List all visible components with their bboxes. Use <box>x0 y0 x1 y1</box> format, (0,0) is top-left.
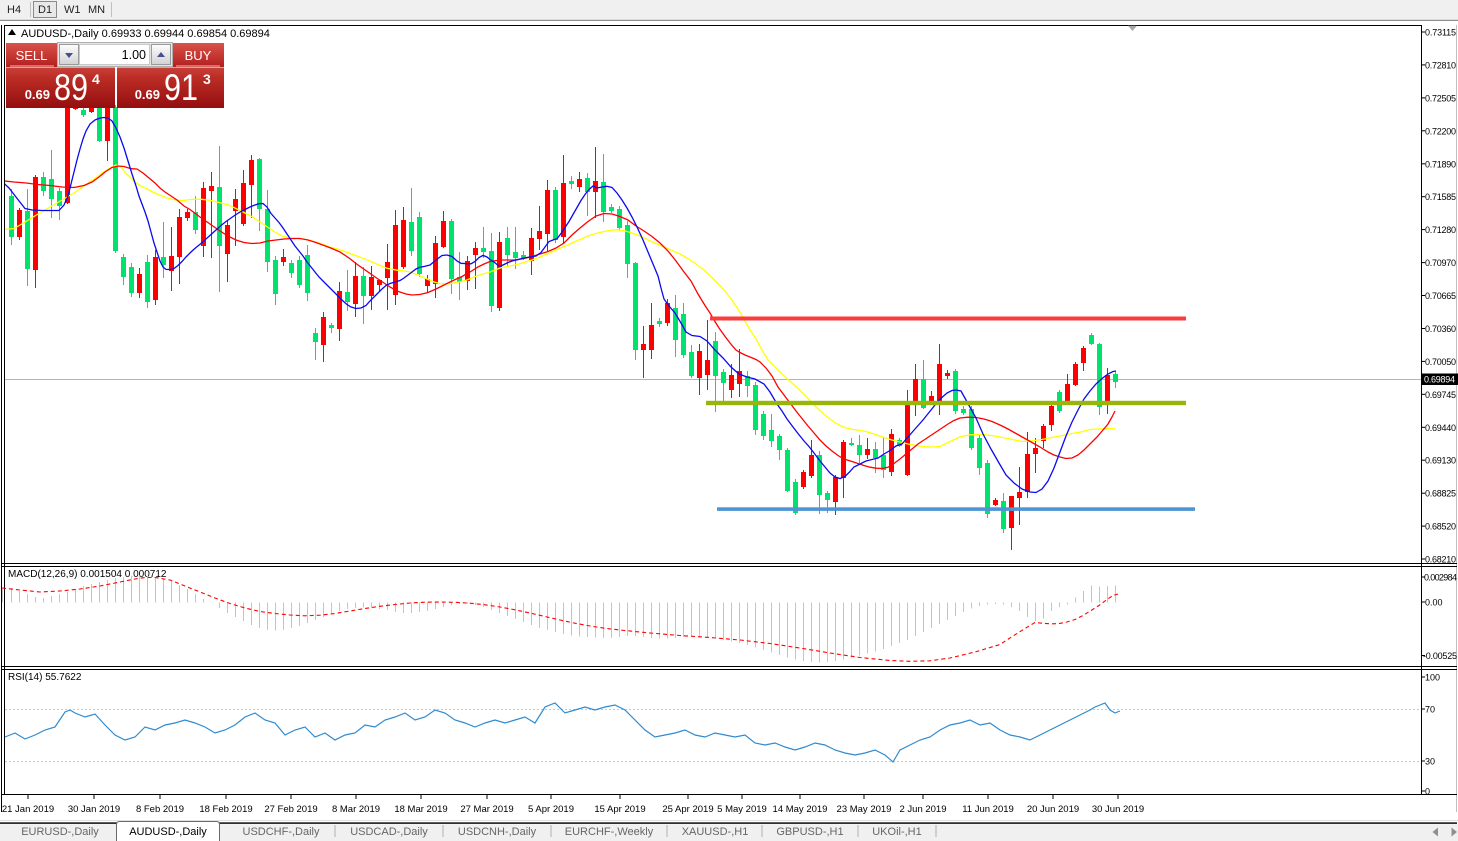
svg-text:11 Jun 2019: 11 Jun 2019 <box>962 804 1014 815</box>
svg-text:89: 89 <box>54 67 88 108</box>
svg-text:2 Jun 2019: 2 Jun 2019 <box>899 804 946 815</box>
svg-text:3: 3 <box>203 71 211 87</box>
svg-text:D1: D1 <box>38 4 52 16</box>
svg-text:AUDUSD-,Daily 0.69933 0.69944: AUDUSD-,Daily 0.69933 0.69944 0.69854 0.… <box>21 28 270 40</box>
svg-text:XAUUSD-,H1: XAUUSD-,H1 <box>682 826 749 838</box>
svg-text:5 May 2019: 5 May 2019 <box>717 804 767 815</box>
svg-text:USDCNH-,Daily: USDCNH-,Daily <box>458 826 537 838</box>
svg-text:0.71585: 0.71585 <box>1425 192 1456 202</box>
svg-text:27 Feb 2019: 27 Feb 2019 <box>264 804 317 815</box>
svg-text:-0.00525: -0.00525 <box>1423 651 1457 661</box>
svg-text:100: 100 <box>1425 673 1440 683</box>
svg-text:4: 4 <box>92 71 100 87</box>
svg-text:0.70665: 0.70665 <box>1425 291 1456 301</box>
svg-text:23 May 2019: 23 May 2019 <box>837 804 892 815</box>
svg-text:0.73115: 0.73115 <box>1425 28 1456 38</box>
svg-text:14 May 2019: 14 May 2019 <box>773 804 828 815</box>
svg-text:15 Apr 2019: 15 Apr 2019 <box>594 804 645 815</box>
svg-text:USDCAD-,Daily: USDCAD-,Daily <box>350 826 428 838</box>
svg-text:0.68210: 0.68210 <box>1425 555 1456 565</box>
svg-text:0.69130: 0.69130 <box>1425 456 1456 466</box>
svg-text:30 Jun 2019: 30 Jun 2019 <box>1092 804 1144 815</box>
svg-text:20 Jun 2019: 20 Jun 2019 <box>1027 804 1079 815</box>
svg-text:GBPUSD-,H1: GBPUSD-,H1 <box>776 826 843 838</box>
svg-text:30: 30 <box>1425 757 1435 767</box>
svg-text:0.69440: 0.69440 <box>1425 423 1456 433</box>
svg-text:0.69: 0.69 <box>135 87 160 102</box>
svg-text:8 Mar 2019: 8 Mar 2019 <box>332 804 380 815</box>
svg-text:21 Jan 2019: 21 Jan 2019 <box>2 804 54 815</box>
svg-text:0.002984: 0.002984 <box>1424 573 1457 583</box>
svg-text:0.72505: 0.72505 <box>1425 93 1456 103</box>
svg-text:0: 0 <box>1425 787 1430 797</box>
svg-text:H4: H4 <box>7 4 21 16</box>
svg-text:MN: MN <box>88 4 105 16</box>
svg-text:0.00: 0.00 <box>1425 598 1443 608</box>
svg-text:8 Feb 2019: 8 Feb 2019 <box>136 804 184 815</box>
svg-text:0.72200: 0.72200 <box>1425 126 1456 136</box>
svg-text:25 Apr 2019: 25 Apr 2019 <box>662 804 713 815</box>
svg-text:EURCHF-,Weekly: EURCHF-,Weekly <box>565 826 654 838</box>
svg-text:0.68520: 0.68520 <box>1425 522 1456 532</box>
svg-text:0.68825: 0.68825 <box>1425 489 1456 499</box>
svg-text:EURUSD-,Daily: EURUSD-,Daily <box>21 826 99 838</box>
svg-text:RSI(14) 55.7622: RSI(14) 55.7622 <box>8 672 82 683</box>
svg-text:0.69894: 0.69894 <box>1424 375 1455 385</box>
svg-text:0.70970: 0.70970 <box>1425 258 1456 268</box>
svg-text:70: 70 <box>1425 705 1435 715</box>
svg-text:AUDUSD-,Daily: AUDUSD-,Daily <box>129 826 207 838</box>
svg-text:30 Jan 2019: 30 Jan 2019 <box>68 804 120 815</box>
svg-text:W1: W1 <box>64 4 81 16</box>
svg-text:0.70050: 0.70050 <box>1425 357 1456 367</box>
svg-text:USDCHF-,Daily: USDCHF-,Daily <box>243 826 321 838</box>
svg-text:27 Mar 2019: 27 Mar 2019 <box>460 804 513 815</box>
svg-text:0.69: 0.69 <box>25 87 50 102</box>
svg-text:91: 91 <box>164 67 198 108</box>
svg-text:0.70360: 0.70360 <box>1425 324 1456 334</box>
svg-text:0.71280: 0.71280 <box>1425 225 1456 235</box>
svg-text:0.71890: 0.71890 <box>1425 159 1456 169</box>
svg-text:MACD(12,26,9) 0.001504 0.00071: MACD(12,26,9) 0.001504 0.000712 <box>8 569 167 580</box>
svg-text:5 Apr 2019: 5 Apr 2019 <box>528 804 574 815</box>
svg-text:UKOil-,H1: UKOil-,H1 <box>872 826 922 838</box>
svg-text:SELL: SELL <box>16 48 48 63</box>
svg-text:BUY: BUY <box>185 48 212 63</box>
svg-text:18 Feb 2019: 18 Feb 2019 <box>199 804 252 815</box>
svg-text:0.72810: 0.72810 <box>1425 60 1456 70</box>
svg-text:1.00: 1.00 <box>122 48 146 62</box>
svg-text:18 Mar 2019: 18 Mar 2019 <box>394 804 447 815</box>
svg-text:0.69745: 0.69745 <box>1425 390 1456 400</box>
